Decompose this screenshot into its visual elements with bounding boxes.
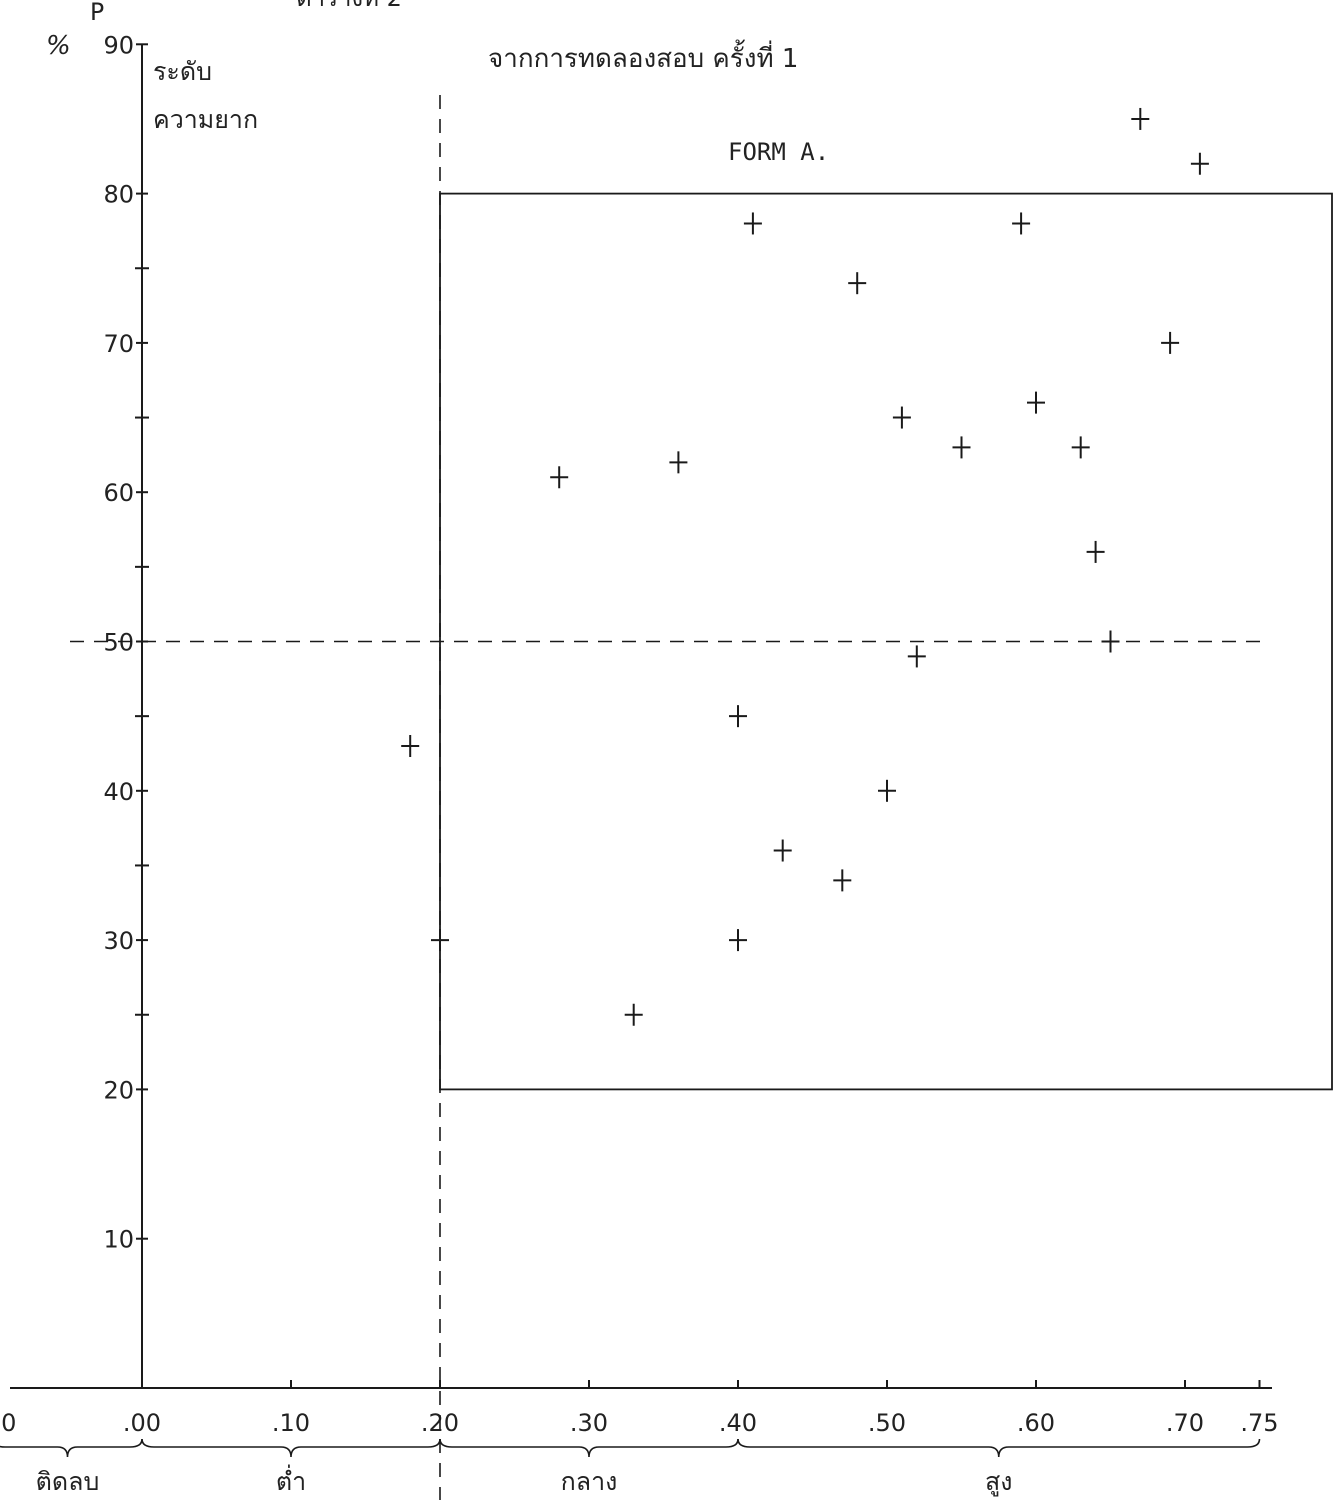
data-point xyxy=(1086,540,1105,563)
data-point xyxy=(550,466,569,489)
x-tick-label: .60 xyxy=(1017,1409,1055,1437)
data-point xyxy=(1131,107,1150,130)
data-point xyxy=(669,451,688,474)
y-tick-label: 20 xyxy=(103,1076,134,1104)
data-point xyxy=(773,839,792,862)
data-point xyxy=(1012,212,1031,235)
x-tick-label: -.10 xyxy=(0,1409,16,1437)
x-groups: ติดลบ ต่ำ กลาง สูง xyxy=(0,1438,1261,1497)
x-group-label: ต่ำ xyxy=(276,1464,306,1496)
x-tick-label: .40 xyxy=(719,1409,757,1437)
data-points xyxy=(401,107,1209,1026)
data-point xyxy=(729,929,747,952)
y-unit-label: % xyxy=(46,31,71,61)
y-tick-label: 80 xyxy=(103,181,134,209)
data-point xyxy=(624,1003,643,1026)
data-point xyxy=(892,406,911,429)
data-point xyxy=(833,869,852,892)
y-tick-label: 10 xyxy=(103,1226,134,1254)
x-group-label: ติดลบ xyxy=(36,1467,100,1496)
x-group-brace xyxy=(439,1438,739,1458)
y-tick-label: 50 xyxy=(103,629,134,657)
data-point xyxy=(907,645,926,668)
data-point xyxy=(401,735,420,758)
acceptance-box xyxy=(439,192,1333,1091)
x-tick-label: .30 xyxy=(570,1409,608,1437)
y-tick-label: 70 xyxy=(103,330,134,358)
y-axis-label-line2: ความยาก xyxy=(153,105,258,134)
data-point xyxy=(1071,436,1090,459)
data-point xyxy=(1027,391,1045,414)
y-tick-label: 40 xyxy=(103,778,134,806)
x-tick-label: .70 xyxy=(1166,1409,1204,1437)
x-tick-label: .50 xyxy=(868,1409,906,1437)
x-tick-label: .00 xyxy=(123,1409,161,1437)
y-ticks: 90 80 70 60 50 40 30 20 10 xyxy=(103,31,149,1254)
y-axis-symbol: P xyxy=(90,0,104,26)
y-tick-label: 30 xyxy=(103,927,134,955)
data-point xyxy=(729,705,747,728)
y-tick-label: 60 xyxy=(103,479,134,507)
x-tick-label: .75 xyxy=(1240,1409,1278,1437)
x-group-brace xyxy=(141,1438,441,1458)
data-point xyxy=(848,272,867,295)
form-label: FORM A. xyxy=(728,138,829,166)
x-group-brace xyxy=(0,1438,143,1458)
chart-title: จากการทดลองสอบ ครั้งที่ 1 xyxy=(488,39,798,74)
data-point xyxy=(1190,152,1209,175)
data-point xyxy=(1161,331,1180,354)
x-group-label: สูง xyxy=(985,1467,1012,1497)
x-group-label: กลาง xyxy=(561,1467,618,1496)
x-group-brace xyxy=(737,1438,1261,1458)
chart-title-top: ตารางที่ 2 xyxy=(296,0,402,12)
data-point xyxy=(743,212,762,235)
x-tick-label: .10 xyxy=(272,1409,310,1437)
data-point xyxy=(878,779,896,802)
y-tick-label: 90 xyxy=(103,31,134,59)
data-point xyxy=(952,436,971,459)
data-point xyxy=(431,929,449,952)
y-axis-label-line1: ระดับ xyxy=(153,57,212,86)
data-point xyxy=(1101,630,1120,653)
